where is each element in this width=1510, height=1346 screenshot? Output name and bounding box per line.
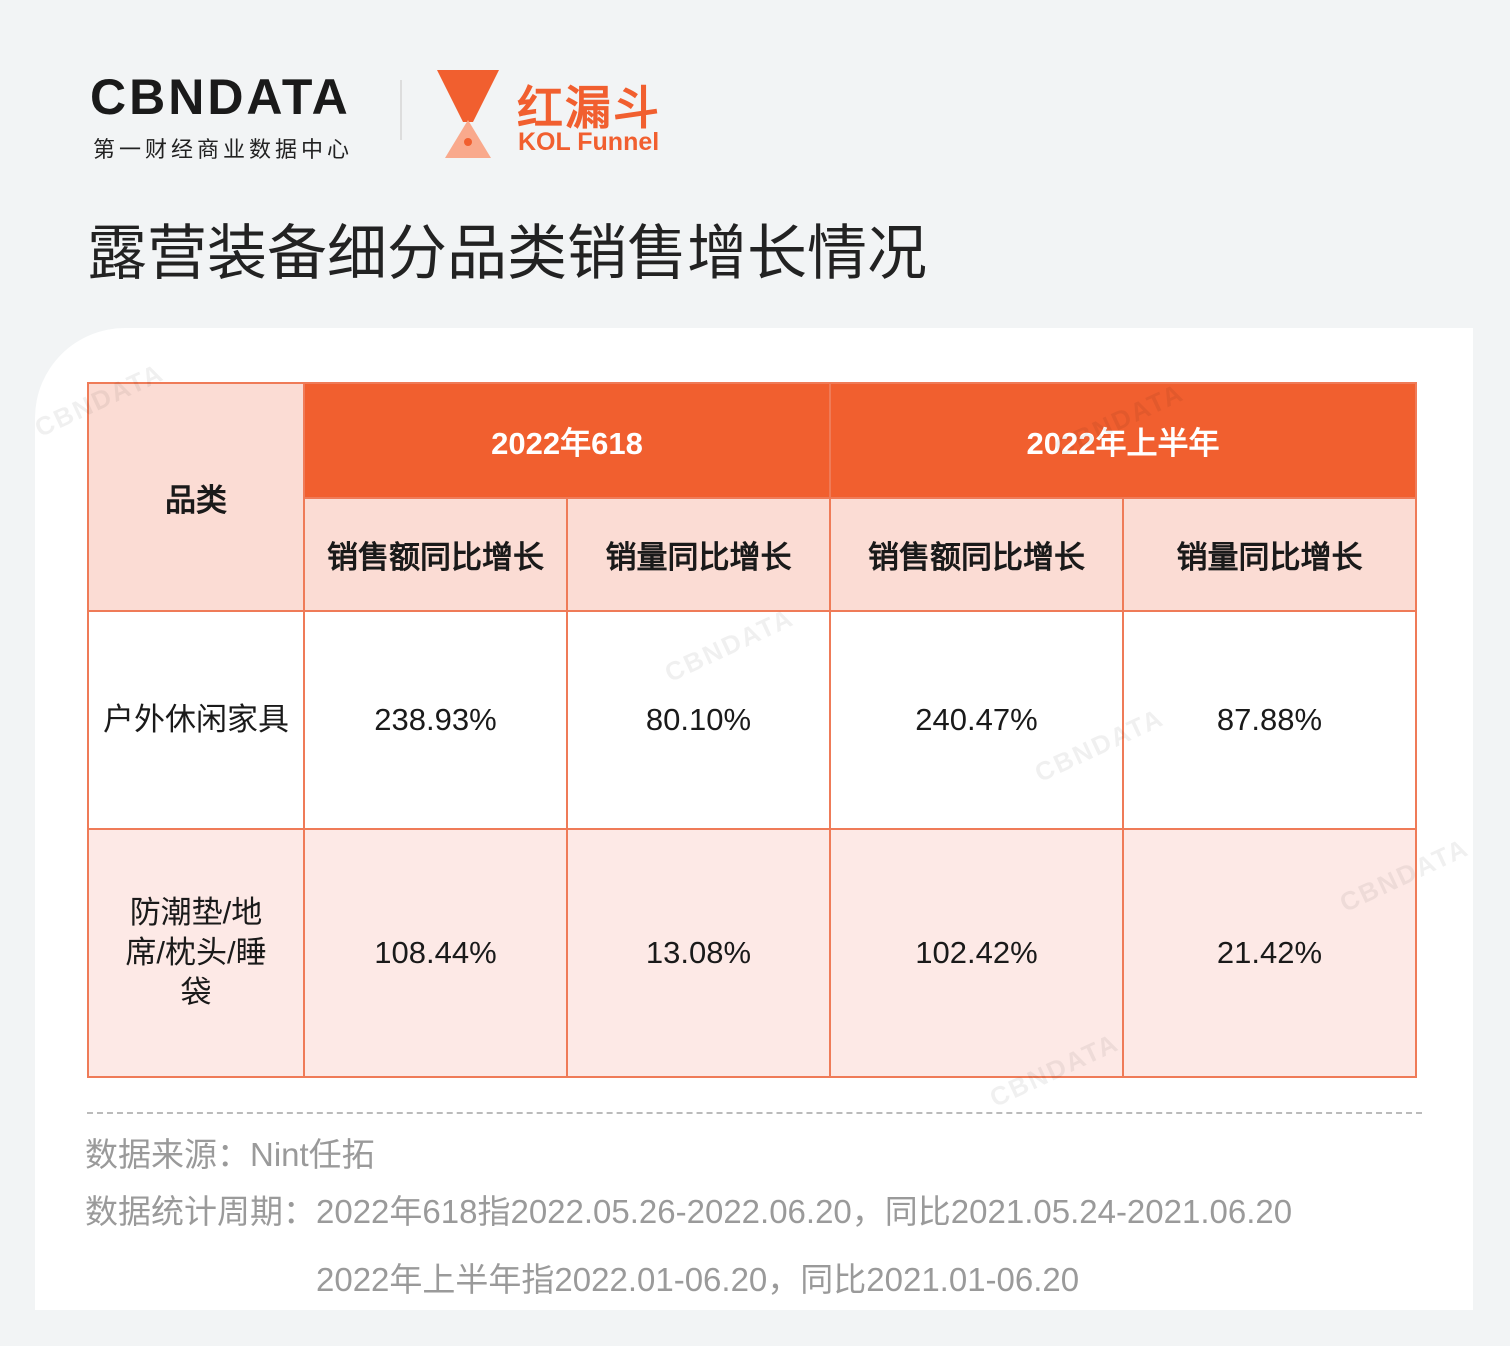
period-label: 数据统计周期： xyxy=(85,1193,316,1230)
period-line: 2022年上半年指2022.01-06.20，同比2021.01-06.20 xyxy=(316,1261,1080,1298)
period-line: 2022年618指2022.05.26-2022.06.20，同比2021.05… xyxy=(316,1193,1293,1230)
cell: 80.10% xyxy=(566,610,831,830)
sub-header: 销量同比增长 xyxy=(1122,497,1417,612)
logo-divider xyxy=(400,80,402,140)
period-note: 数据统计周期： 2022年618指2022.05.26-2022.06.20，同… xyxy=(85,1185,1292,1321)
cell: 238.93% xyxy=(303,610,568,830)
category-header: 品类 xyxy=(87,382,305,612)
cell: 102.42% xyxy=(829,828,1124,1078)
footer-divider xyxy=(87,1112,1422,1114)
row-label: 防潮垫/地席/枕头/睡袋 xyxy=(87,828,305,1078)
row-label: 户外休闲家具 xyxy=(87,610,305,830)
group-header: 2022年上半年 xyxy=(829,382,1417,499)
cell: 87.88% xyxy=(1122,610,1417,830)
partner-logo: 红漏斗 xyxy=(517,82,661,134)
cell: 108.44% xyxy=(303,828,568,1078)
table-row: 户外休闲家具 238.93% 80.10% 240.47% 87.88% xyxy=(87,610,1417,830)
sub-header: 销售额同比增长 xyxy=(829,497,1124,612)
cell: 21.42% xyxy=(1122,828,1417,1078)
funnel-icon xyxy=(437,70,499,158)
page-title: 露营装备细分品类销售增长情况 xyxy=(87,220,927,287)
partner-subtitle: KOL Funnel xyxy=(518,128,660,156)
sub-header: 销量同比增长 xyxy=(566,497,831,612)
brand-subtitle: 第一财经商业数据中心 xyxy=(93,137,354,162)
data-table: 品类 2022年618 2022年上半年 销售额同比增长 销量同比增长 销售额同… xyxy=(87,382,1417,1078)
table-row: 防潮垫/地席/枕头/睡袋 108.44% 13.08% 102.42% 21.4… xyxy=(87,828,1417,1078)
brand-logo: CBNDATA xyxy=(90,69,351,125)
period-lines: 2022年618指2022.05.26-2022.06.20，同比2021.05… xyxy=(316,1185,1292,1321)
cell: 13.08% xyxy=(566,828,831,1078)
source-note: 数据来源：Nint任拓 xyxy=(85,1136,375,1173)
group-header: 2022年618 xyxy=(303,382,831,499)
sub-header: 销售额同比增长 xyxy=(303,497,568,612)
cell: 240.47% xyxy=(829,610,1124,830)
